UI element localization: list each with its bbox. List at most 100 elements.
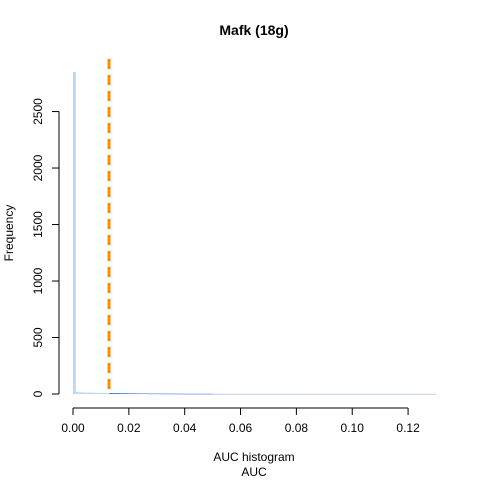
histogram-bar [218, 393, 221, 395]
histogram-bar [137, 393, 141, 395]
histogram-bar [159, 393, 163, 395]
x-axis-sublabel: AUC [241, 465, 267, 479]
histogram-bar [232, 393, 235, 395]
histogram-bar [209, 393, 213, 395]
histogram-bar [276, 393, 280, 395]
histogram-bar [81, 392, 85, 394]
histogram-bar [368, 393, 372, 395]
histogram-bar [243, 393, 247, 395]
histogram-bar [223, 393, 227, 395]
x-tick-label: 0.04 [173, 421, 197, 435]
histogram-bar [343, 393, 347, 395]
histogram-bar [394, 393, 397, 395]
histogram-bar [391, 393, 395, 395]
histogram-bar [165, 393, 168, 395]
histogram-bar [363, 393, 367, 395]
histogram-bar [229, 393, 233, 395]
x-tick-label: 0.00 [61, 421, 85, 435]
histogram-bar [408, 393, 411, 395]
histogram-bar [318, 393, 322, 395]
histogram-bar [167, 393, 171, 395]
histogram-bar [290, 393, 294, 395]
histogram-bar [382, 393, 386, 395]
histogram-bar [145, 393, 149, 395]
histogram-bar [288, 393, 291, 395]
histogram-bar [271, 393, 275, 395]
y-tick-label: 1500 [31, 211, 45, 238]
histogram-bar [114, 393, 118, 394]
histogram-bar [374, 393, 378, 395]
histogram-bar [156, 393, 160, 395]
histogram-bar [329, 393, 333, 395]
chart-title: Mafk (18g) [219, 22, 288, 38]
histogram-bar [279, 393, 283, 395]
histogram-bar [265, 393, 269, 395]
histogram-bar [246, 393, 249, 395]
histogram-bar [371, 393, 375, 395]
histogram-bar [140, 393, 143, 395]
histogram-bar [181, 393, 185, 395]
histogram-bar [424, 393, 428, 395]
histogram-bar [413, 393, 417, 395]
x-tick-label: 0.12 [396, 421, 420, 435]
histogram-bar [131, 393, 135, 394]
histogram-bar [338, 393, 342, 395]
histogram-bar [117, 393, 121, 394]
histogram-bar [78, 392, 82, 394]
x-tick-label: 0.02 [117, 421, 141, 435]
histogram-bar [366, 393, 369, 395]
histogram-bar [173, 393, 177, 395]
histogram-bar [262, 393, 266, 395]
histogram-bar [419, 393, 423, 395]
histogram-bar [100, 392, 104, 394]
histogram-bar [416, 393, 420, 395]
histogram-bar [396, 393, 400, 395]
histogram-bar [324, 393, 328, 395]
histogram-bar [327, 393, 330, 395]
histogram-bar [220, 393, 224, 395]
histogram-bar [304, 393, 308, 395]
histogram-bar [268, 393, 272, 395]
histogram-bar [123, 393, 127, 394]
histogram-bar [282, 393, 286, 395]
histogram-bar [153, 393, 157, 395]
histogram-bar [352, 393, 356, 395]
histogram-bar [237, 393, 241, 395]
histogram-bar [427, 393, 431, 395]
x-axis-ticks: 0.00 0.02 0.04 0.06 0.08 0.10 0.12 [61, 408, 420, 435]
histogram-bar [204, 393, 208, 395]
histogram-bar [332, 393, 336, 395]
histogram-bar [410, 393, 414, 395]
histogram-bar [98, 392, 101, 394]
histogram-bar [162, 393, 166, 395]
histogram-bar [234, 393, 238, 395]
histogram-bar [120, 393, 124, 394]
x-axis-label: AUC histogram [213, 450, 294, 464]
y-tick-label: 500 [31, 327, 45, 347]
y-tick-label: 2000 [31, 154, 45, 181]
y-axis-label: Frequency [2, 205, 16, 262]
histogram-bar [422, 393, 425, 395]
x-tick-label: 0.08 [285, 421, 309, 435]
histogram-bar [296, 393, 300, 395]
histogram-bar [274, 393, 277, 395]
histogram-bar [380, 393, 383, 395]
histogram-bar [73, 72, 76, 394]
histogram-bar [307, 393, 311, 395]
histogram-bar [179, 393, 182, 395]
histogram-bar [357, 393, 361, 395]
histogram-bar [184, 393, 188, 395]
histogram-bar [103, 392, 107, 394]
histogram-bar [299, 393, 302, 395]
histogram-bar [106, 392, 110, 394]
histogram-bar [257, 393, 261, 395]
histogram-bar [254, 393, 258, 395]
histogram-bar [360, 393, 364, 395]
histogram-bar [310, 393, 314, 395]
histogram-bar [240, 393, 244, 395]
histogram-bar [399, 393, 403, 395]
histogram-bar [75, 391, 79, 394]
histogram-bar [251, 393, 255, 395]
histogram-bar [148, 393, 152, 395]
